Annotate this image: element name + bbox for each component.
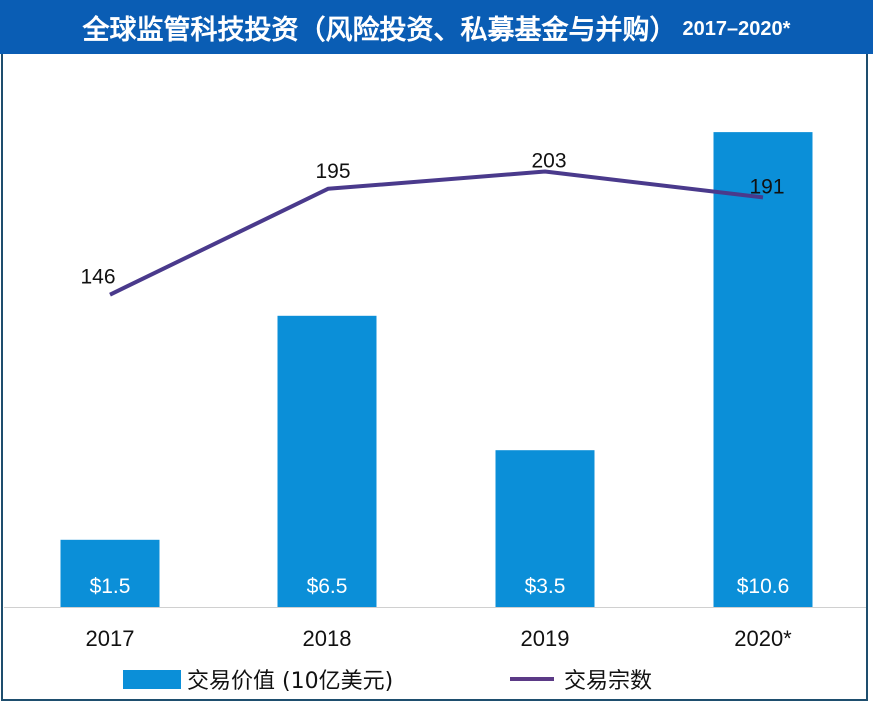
legend-line-swatch: [510, 677, 554, 681]
chart-title: 全球监管科技投资（风险投资、私募基金与并购）: [82, 14, 677, 46]
x-tick-label: 2019: [521, 626, 570, 651]
legend-line-label: 交易宗数: [564, 669, 653, 694]
line-value-label: 195: [315, 160, 350, 183]
legend: 交易价值 (10亿美元) 交易宗数: [0, 663, 873, 695]
chart-title-years: 2017–2020*: [682, 17, 791, 40]
line-series-deals: [109, 169, 764, 297]
chart-title-banner: 全球监管科技投资（风险投资、私募基金与并购） 2017–2020*: [0, 0, 873, 54]
x-tick-label: 2020*: [734, 626, 792, 651]
x-tick-label: 2017: [86, 626, 135, 651]
line-value-label: 191: [749, 175, 784, 198]
x-tick-label: 2018: [303, 626, 352, 651]
bar-value-label: $10.6: [737, 575, 790, 598]
legend-item-bar: 交易价值 (10亿美元): [123, 663, 393, 695]
bar-2017: [60, 539, 160, 607]
bar-value-label: $1.5: [90, 575, 131, 598]
bar-value-label: $6.5: [307, 575, 348, 598]
bar-value-label: $3.5: [525, 575, 566, 598]
legend-item-line: 交易宗数: [510, 663, 652, 695]
legend-bar-label: 交易价值 (10亿美元): [187, 669, 394, 694]
line-value-label: 203: [531, 150, 566, 173]
bar-2018: [277, 315, 377, 607]
line-value-label: 146: [80, 266, 115, 289]
bar-2019: [495, 450, 595, 607]
chart-frame: [1, 54, 868, 701]
legend-bar-swatch: [123, 669, 181, 689]
bar-2020*: [713, 132, 813, 607]
